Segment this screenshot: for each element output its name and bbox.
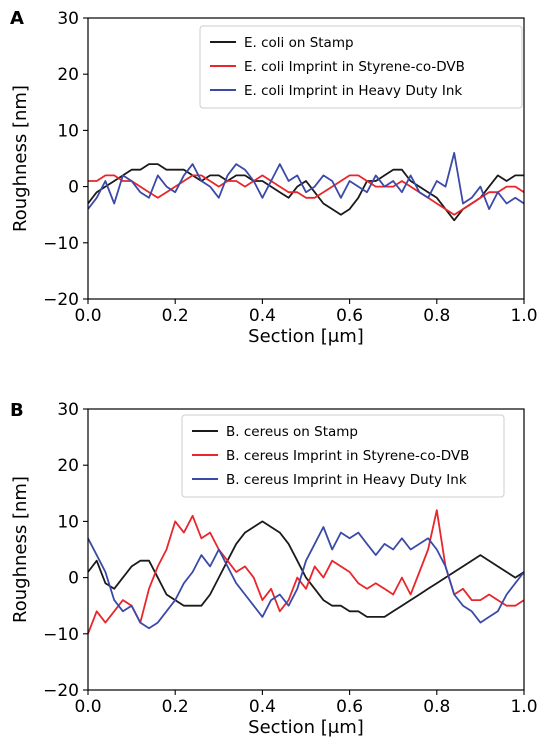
x-tick-label: 0.4 xyxy=(249,306,276,326)
legend-label: E. coli Imprint in Styrene-co-DVB xyxy=(244,59,465,75)
y-tick-label: −10 xyxy=(43,625,79,645)
legend-box xyxy=(181,414,505,498)
series-line-2 xyxy=(87,526,525,630)
x-tick-label: 0.6 xyxy=(336,697,363,717)
series-line-0 xyxy=(87,520,525,618)
series-line-0 xyxy=(87,163,524,222)
legend-label: E. coli on Stamp xyxy=(244,35,354,51)
y-tick-label: 20 xyxy=(57,456,79,476)
y-tick-label: 0 xyxy=(68,569,79,589)
tick-layer: 0.0 0.2 0.4 0.6 0.8 1.0 30 20 10 0 −10 −20 xyxy=(43,9,537,326)
tick-layer: 0.0 0.2 0.4 0.6 0.8 1.0 30 20 10 0 −10 −20 xyxy=(43,400,537,717)
legend-box xyxy=(199,25,523,109)
y-tick-label: −20 xyxy=(43,290,79,310)
y-tick-label: −10 xyxy=(43,234,79,254)
chart-panel-b: B 0.0 0.2 0.4 0.6 0.8 1.0 30 20 10 0 −10 −20 Sectio… xyxy=(10,400,538,738)
legend-label: B. cereus Imprint in Heavy Duty Ink xyxy=(226,472,467,488)
x-tick-label: 0.6 xyxy=(336,306,363,326)
legend-label: B. cereus Imprint in Styrene-co-DVB xyxy=(226,448,469,464)
x-axis-label: Section [μm] xyxy=(248,326,364,347)
plot-frame xyxy=(87,408,525,691)
y-tick-label: −20 xyxy=(43,681,79,701)
legend: E. coli on Stamp E. coli Imprint in Styre… xyxy=(199,25,523,109)
x-tick-label: 0.2 xyxy=(162,697,189,717)
panel-letter: B xyxy=(10,400,24,421)
plot-frame xyxy=(87,17,525,300)
series-line-1 xyxy=(87,509,525,635)
y-axis-label: Roughness [nm] xyxy=(10,85,31,232)
chart-panel-a: A 0.0 0.2 0.4 0.6 0.8 1.0 30 20 10 0 −10 −20 Sectio… xyxy=(10,8,538,347)
y-tick-label: 0 xyxy=(68,178,79,198)
legend-label: B. cereus on Stamp xyxy=(226,424,358,440)
series-line-2 xyxy=(87,151,525,211)
series-layer xyxy=(87,509,525,635)
x-tick-label: 0.8 xyxy=(423,697,450,717)
x-tick-label: 1.0 xyxy=(510,306,537,326)
legend-label: E. coli Imprint in Heavy Duty Ink xyxy=(244,83,462,99)
x-axis-label: Section [μm] xyxy=(248,717,364,738)
x-tick-label: 0.8 xyxy=(423,306,450,326)
legend: B. cereus on Stamp B. cereus Imprint in S… xyxy=(181,414,505,498)
series-layer xyxy=(87,151,525,222)
x-tick-label: 0.0 xyxy=(74,306,101,326)
y-tick-label: 30 xyxy=(57,400,79,420)
y-tick-label: 10 xyxy=(57,512,79,532)
x-tick-label: 0.2 xyxy=(162,306,189,326)
x-tick-label: 1.0 xyxy=(510,697,537,717)
y-tick-label: 10 xyxy=(57,121,79,141)
panel-letter: A xyxy=(10,8,24,29)
y-axis-label: Roughness [nm] xyxy=(10,476,31,623)
series-line-1 xyxy=(88,174,525,216)
x-tick-label: 0.4 xyxy=(249,697,276,717)
y-tick-label: 30 xyxy=(57,9,79,29)
x-tick-label: 0.0 xyxy=(74,697,101,717)
y-tick-label: 20 xyxy=(57,65,79,85)
